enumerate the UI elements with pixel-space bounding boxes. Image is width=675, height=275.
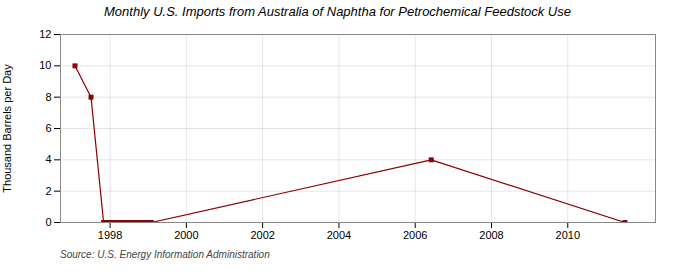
svg-text:Thousand Barrels per Day: Thousand Barrels per Day (1, 64, 13, 193)
html-text:Monthly U.S. Imports from Aust: Monthly U.S. Imports from Australia of N… (104, 4, 571, 19)
html-text:Source: U.S. Energy Informatio: Source: U.S. Energy Information Administ… (60, 249, 270, 260)
svg-text:2006: 2006 (403, 229, 427, 241)
svg-text:2: 2 (45, 185, 51, 197)
svg-text:2010: 2010 (556, 229, 580, 241)
svg-text:2000: 2000 (174, 229, 198, 241)
svg-text:0: 0 (45, 216, 51, 228)
svg-text:6: 6 (45, 122, 51, 134)
svg-text:10: 10 (39, 59, 51, 71)
svg-text:8: 8 (45, 91, 51, 103)
svg-text:2008: 2008 (479, 229, 503, 241)
svg-text:1998: 1998 (98, 229, 122, 241)
svg-text:4: 4 (45, 153, 51, 165)
svg-text:12: 12 (39, 28, 51, 40)
svg-text:2004: 2004 (327, 229, 351, 241)
svg-text:2002: 2002 (250, 229, 274, 241)
